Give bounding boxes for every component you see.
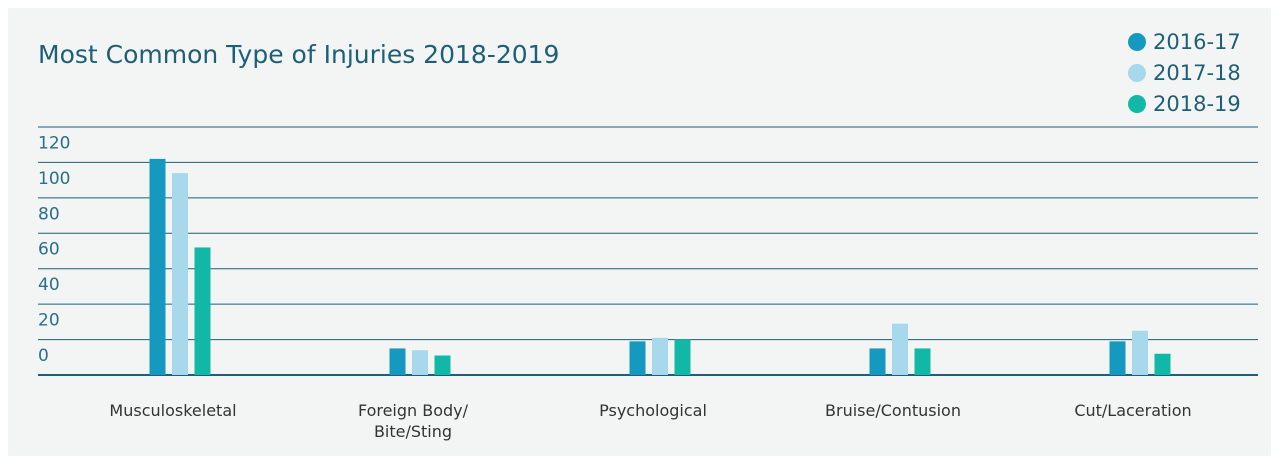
x-tick-label: Cut/Laceration [1074, 401, 1192, 420]
legend-label: 2017-18 [1153, 61, 1241, 85]
legend-label: 2016-17 [1153, 30, 1241, 54]
panel [8, 8, 1271, 456]
legend-swatch [1128, 95, 1146, 113]
bar [434, 355, 451, 375]
legend-swatch [1128, 64, 1146, 82]
bar [869, 348, 886, 375]
bar [149, 158, 166, 375]
bar [914, 348, 931, 375]
bar [172, 173, 188, 375]
bar [1132, 330, 1148, 375]
bar [652, 337, 668, 375]
x-tick-label: Bruise/Contusion [825, 401, 961, 420]
chart-title: Most Common Type of Injuries 2018-2019 [38, 40, 559, 69]
legend-label: 2018-19 [1153, 92, 1241, 116]
bar [389, 348, 406, 375]
bar [1154, 353, 1171, 375]
y-tick-label: 120 [38, 133, 70, 153]
bar [412, 350, 428, 375]
bar [194, 247, 211, 375]
y-tick-label: 100 [38, 169, 70, 189]
bar [674, 339, 691, 375]
x-tick-label: Musculoskeletal [109, 401, 237, 420]
y-tick-label: 80 [38, 204, 60, 224]
y-tick-label: 0 [38, 346, 49, 366]
legend-swatch [1128, 33, 1146, 51]
x-tick-label: Foreign Body/ Bite/Sting [357, 401, 469, 441]
bar [629, 341, 646, 375]
y-tick-label: 40 [38, 275, 60, 295]
y-tick-label: 20 [38, 311, 60, 331]
bar [1109, 341, 1126, 375]
bar [892, 323, 908, 375]
y-tick-label: 60 [38, 240, 60, 260]
x-tick-label: Psychological [599, 401, 707, 420]
